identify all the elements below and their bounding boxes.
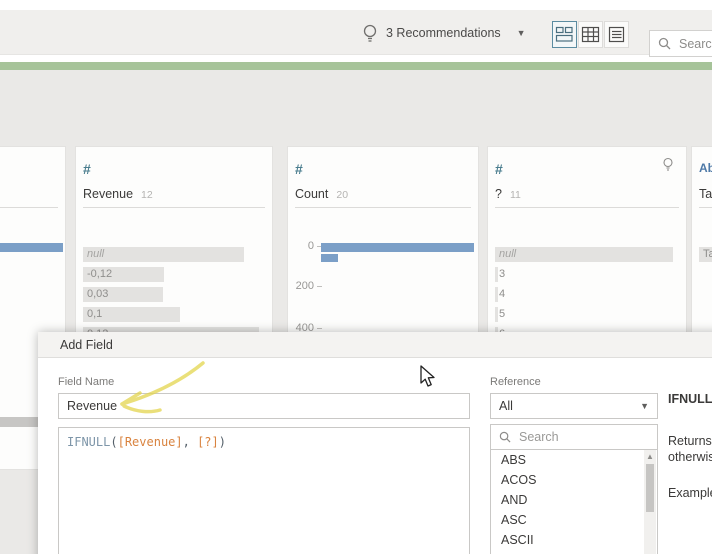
number-type-icon: # xyxy=(295,161,303,177)
histogram-bar[interactable] xyxy=(321,254,338,262)
function-list: ABS ACOS AND ASC ASCII ▲ xyxy=(490,450,658,554)
top-toolbar: 3 Recommendations ▼ xyxy=(0,10,712,57)
recommendations-dropdown[interactable]: 3 Recommendations ▼ xyxy=(362,22,526,44)
recommendation-lightbulb-icon[interactable] xyxy=(662,157,674,177)
lightbulb-icon xyxy=(363,24,377,42)
value-row[interactable]: null xyxy=(495,247,679,262)
view-toggle-group xyxy=(552,21,629,48)
list-view-icon xyxy=(608,26,625,43)
card-header[interactable]: Ta xyxy=(699,185,712,203)
scrollbar-thumb[interactable] xyxy=(646,464,654,512)
list-view-button[interactable] xyxy=(604,21,629,48)
value-row[interactable]: -0,12 xyxy=(83,267,265,282)
string-type-icon: Abc xyxy=(699,161,712,175)
doc-text-line: otherwise xyxy=(668,450,712,464)
toolbar-search-input[interactable]: Search xyxy=(649,30,712,57)
table-view-icon xyxy=(581,26,600,43)
horizontal-scrollbar[interactable] xyxy=(0,417,38,427)
axis-tick-label: 0 xyxy=(307,240,314,252)
reference-value: All xyxy=(499,399,513,413)
histogram-bar[interactable] xyxy=(0,243,63,252)
search-icon xyxy=(499,431,511,443)
flow-accent-bar xyxy=(0,62,712,70)
scroll-up-arrow-icon[interactable]: ▲ xyxy=(646,452,654,461)
card-header[interactable]: Revenue 12 xyxy=(83,185,153,203)
value-row[interactable]: 0,03 xyxy=(83,287,265,302)
value-row[interactable]: 0,1 xyxy=(83,307,265,322)
formula-field-token: [?] xyxy=(197,435,219,449)
card-count-badge: 20 xyxy=(336,189,349,201)
function-list-item[interactable]: ABS xyxy=(501,453,527,467)
axis-tick xyxy=(317,246,322,247)
card-count-badge: 12 xyxy=(141,189,153,201)
dialog-title: Add Field xyxy=(38,332,712,358)
value-row[interactable]: 3 xyxy=(495,267,679,282)
function-list-item[interactable]: ASCII xyxy=(501,533,534,547)
card-title: Count xyxy=(295,187,329,201)
profile-view-icon xyxy=(555,26,573,42)
card-divider xyxy=(295,207,471,208)
field-name-label: Field Name xyxy=(58,376,115,388)
value-row[interactable]: Ta xyxy=(699,247,712,262)
table-view-button[interactable] xyxy=(578,21,603,48)
recommendations-label: 3 Recommendations xyxy=(386,26,501,40)
doc-text-line: Example: xyxy=(668,486,712,500)
number-type-icon: # xyxy=(83,161,91,177)
axis-tick-label: 400 xyxy=(295,322,314,334)
card-divider xyxy=(495,207,679,208)
reference-dropdown[interactable]: All ▼ xyxy=(490,393,658,419)
function-list-item[interactable]: AND xyxy=(501,493,528,507)
function-doc-panel: IFNULL Returns otherwise Example: xyxy=(668,392,712,500)
axis-tick xyxy=(317,286,322,287)
search-icon xyxy=(658,37,671,50)
histogram-bar[interactable] xyxy=(321,243,474,252)
axis-tick xyxy=(317,328,322,329)
chevron-down-icon: ▼ xyxy=(640,401,649,411)
card-header[interactable]: Count 20 xyxy=(295,185,348,203)
value-row[interactable]: 5 xyxy=(495,307,679,322)
card-divider xyxy=(83,207,265,208)
profile-view-button[interactable] xyxy=(552,21,577,48)
value-rows: Ta xyxy=(699,247,712,267)
function-list-item[interactable]: ACOS xyxy=(501,473,537,487)
field-name-input[interactable] xyxy=(58,393,470,419)
axis-tick-label: 200 xyxy=(295,280,314,292)
card-title: Revenue xyxy=(83,187,134,201)
formula-function-token: IFNULL xyxy=(67,435,111,449)
chevron-down-icon: ▼ xyxy=(516,28,526,38)
reference-label: Reference xyxy=(490,376,541,388)
value-row[interactable]: 4 xyxy=(495,287,679,302)
doc-function-name: IFNULL xyxy=(668,392,712,406)
formula-editor[interactable]: IFNULL([Revenue], [?]) xyxy=(58,427,470,554)
card-divider xyxy=(0,207,58,208)
toolbar-search-placeholder: Search xyxy=(679,36,712,51)
card-header[interactable]: ? 11 xyxy=(495,185,521,203)
formula-field-token: [Revenue] xyxy=(117,435,183,449)
value-row[interactable]: null xyxy=(83,247,265,262)
function-search-input[interactable]: Search xyxy=(490,424,658,450)
doc-text-line: Returns xyxy=(668,434,712,448)
add-field-dialog: Add Field Field Name IFNULL([Revenue], [… xyxy=(38,332,712,554)
function-list-item[interactable]: ASC xyxy=(501,513,527,527)
card-title: ? xyxy=(495,187,502,201)
function-list-scrollbar[interactable]: ▲ xyxy=(644,450,656,554)
card-divider xyxy=(699,207,712,208)
card-title: Ta xyxy=(699,187,712,201)
function-search-placeholder: Search xyxy=(519,430,559,444)
card-count-badge: 11 xyxy=(509,189,521,201)
number-type-icon: # xyxy=(495,161,503,177)
